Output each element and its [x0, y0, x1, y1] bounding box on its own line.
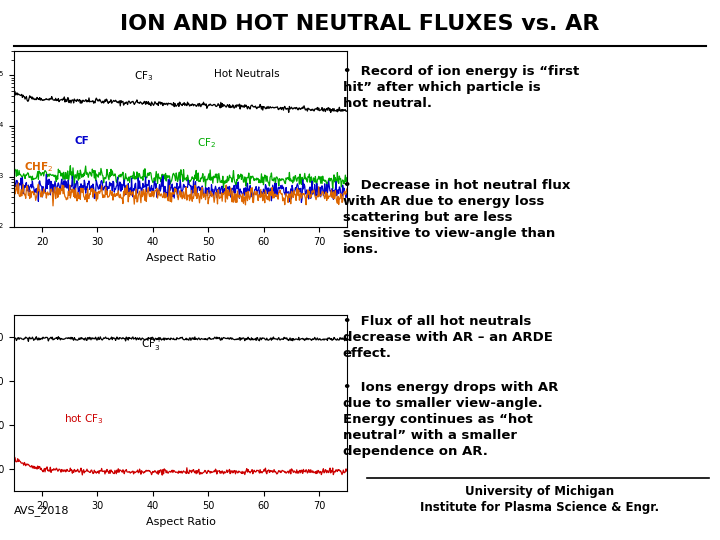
Text: •  Ions energy drops with AR
due to smaller view-angle.
Energy continues as “hot: • Ions energy drops with AR due to small…	[343, 381, 558, 458]
Text: ION AND HOT NEUTRAL FLUXES vs. AR: ION AND HOT NEUTRAL FLUXES vs. AR	[120, 14, 600, 35]
Text: University of Michigan
Institute for Plasma Science & Engr.: University of Michigan Institute for Pla…	[420, 485, 660, 514]
Text: CHF$_2$: CHF$_2$	[24, 160, 54, 174]
X-axis label: Aspect Ratio: Aspect Ratio	[145, 517, 215, 526]
Text: CF$_3$: CF$_3$	[134, 69, 153, 83]
Text: •  Record of ion energy is “first
hit” after which particle is
hot neutral.: • Record of ion energy is “first hit” af…	[343, 64, 579, 110]
Text: •  Flux of all hot neutrals
decrease with AR – an ARDE
effect.: • Flux of all hot neutrals decrease with…	[343, 315, 553, 360]
Text: Hot Neutrals: Hot Neutrals	[214, 69, 279, 79]
Text: AVS_2018: AVS_2018	[14, 505, 70, 516]
Text: •  Decrease in hot neutral flux
with AR due to energy loss
scattering but are le: • Decrease in hot neutral flux with AR d…	[343, 179, 570, 256]
Text: hot CF$_3$: hot CF$_3$	[64, 412, 104, 426]
Text: CF$_2$: CF$_2$	[197, 136, 216, 150]
X-axis label: Aspect Ratio: Aspect Ratio	[145, 253, 215, 262]
Text: CF$_3^+$: CF$_3^+$	[140, 336, 163, 353]
Text: CF: CF	[74, 136, 89, 146]
